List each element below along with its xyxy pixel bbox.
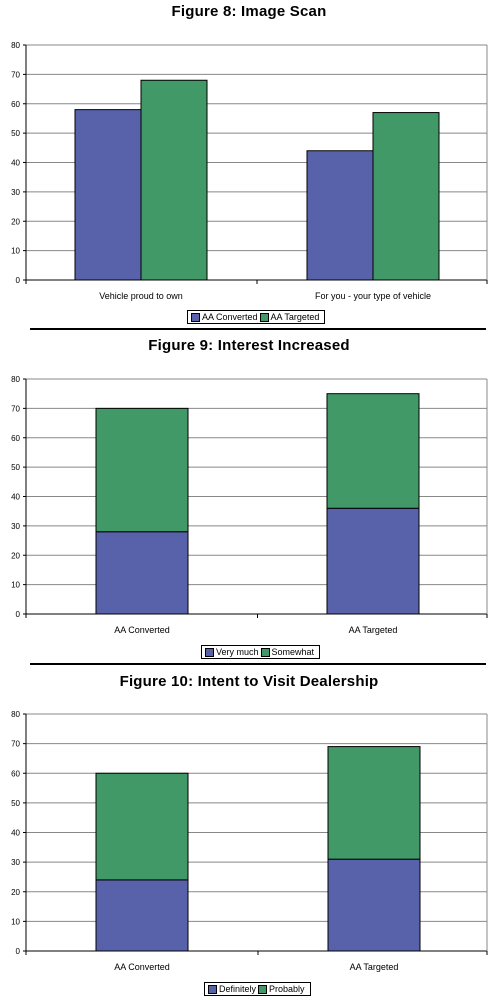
- y-tick-label: 10: [11, 247, 20, 256]
- y-tick-label: 60: [11, 100, 20, 109]
- figure-9-title: Figure 9: Interest Increased: [148, 337, 350, 354]
- y-tick-label: 0: [16, 276, 21, 285]
- y-tick-label: 30: [11, 188, 20, 197]
- legend-item: AA Converted: [191, 311, 258, 323]
- legend-label: AA Targeted: [270, 312, 320, 322]
- y-tick-label: 40: [11, 159, 20, 168]
- divider: [30, 663, 486, 665]
- figure-10-chart: 0 10 20 30 40 50 60 70 80 AA Converted AA Targeted: [11, 710, 488, 972]
- legend-label: Somewhat: [271, 647, 315, 657]
- y-tick-label: 50: [11, 129, 20, 138]
- legend-item: Somewhat: [260, 646, 315, 658]
- bar-segment: [327, 858, 421, 952]
- bar-segment: [95, 407, 189, 533]
- y-tick-label: 40: [11, 829, 20, 838]
- y-tick-label: 0: [16, 610, 21, 619]
- legend-label: AA Converted: [202, 312, 258, 322]
- legend-item: Very much: [205, 646, 259, 658]
- legend-label: Definitely: [219, 984, 257, 994]
- y-tick-label: 80: [11, 375, 20, 384]
- bar-segment: [95, 531, 189, 615]
- legend-swatch-probably: [258, 984, 268, 994]
- y-tick-label: 70: [11, 404, 20, 413]
- category-label: AA Targeted: [350, 962, 399, 972]
- legend-item: Definitely: [208, 983, 256, 995]
- bar-segment: [326, 507, 420, 615]
- y-tick-label: 60: [11, 769, 20, 778]
- bar: [74, 109, 142, 281]
- legend-label: Probably: [269, 984, 305, 994]
- y-tick-label: 80: [11, 41, 20, 50]
- figure-9-chart: 0 10 20 30 40 50 60 70 80 AA Converted AA Targeted: [11, 375, 488, 635]
- legend-swatch-aa-converted: [191, 312, 200, 322]
- category-label: AA Converted: [114, 962, 170, 972]
- divider: [30, 328, 486, 330]
- y-tick-label: 80: [11, 710, 20, 719]
- y-tick-label: 40: [11, 493, 20, 502]
- category-label: For you - your type of vehicle: [315, 291, 431, 301]
- bar-segment: [326, 393, 420, 509]
- legend-label: Very much: [216, 647, 259, 657]
- y-tick-label: 50: [11, 799, 20, 808]
- y-tick-label: 10: [11, 581, 20, 590]
- figure-8-chart: 0 10 20 30 40 50 60 70 80 Vehicle proud to own For…: [11, 41, 488, 301]
- y-tick-label: 0: [16, 947, 21, 956]
- y-tick-label: 70: [11, 740, 20, 749]
- legend-swatch-very-much: [205, 647, 214, 657]
- y-tick-label: 30: [11, 522, 20, 531]
- y-tick-label: 30: [11, 858, 20, 867]
- y-tick-label: 20: [11, 888, 20, 897]
- y-tick-label: 60: [11, 434, 20, 443]
- bar-segment: [95, 879, 189, 952]
- legend-swatch-somewhat: [260, 647, 270, 657]
- y-tick-label: 10: [11, 917, 20, 926]
- legend-item: AA Targeted: [259, 311, 320, 323]
- figure-8-legend: AA Converted AA Targeted: [187, 310, 326, 324]
- figure-9-legend: Very much Somewhat: [201, 645, 321, 659]
- y-tick-label: 70: [11, 70, 20, 79]
- category-label: AA Converted: [114, 625, 170, 635]
- bar: [306, 150, 374, 281]
- bar-segment: [95, 772, 189, 881]
- category-label: AA Targeted: [349, 625, 398, 635]
- legend-swatch-aa-targeted: [259, 312, 269, 322]
- figure-10-legend: Definitely Probably: [204, 982, 311, 996]
- y-tick-label: 50: [11, 463, 20, 472]
- bar-segment: [327, 746, 421, 860]
- figure-8-title: Figure 8: Image Scan: [171, 3, 327, 20]
- category-label: Vehicle proud to own: [99, 291, 183, 301]
- legend-item: Probably: [258, 983, 305, 995]
- bar: [140, 79, 208, 281]
- figure-10-title: Figure 10: Intent to Visit Dealership: [119, 673, 379, 690]
- y-tick-label: 20: [11, 217, 20, 226]
- bar: [372, 112, 440, 281]
- legend-swatch-definitely: [208, 984, 217, 994]
- y-tick-label: 20: [11, 551, 20, 560]
